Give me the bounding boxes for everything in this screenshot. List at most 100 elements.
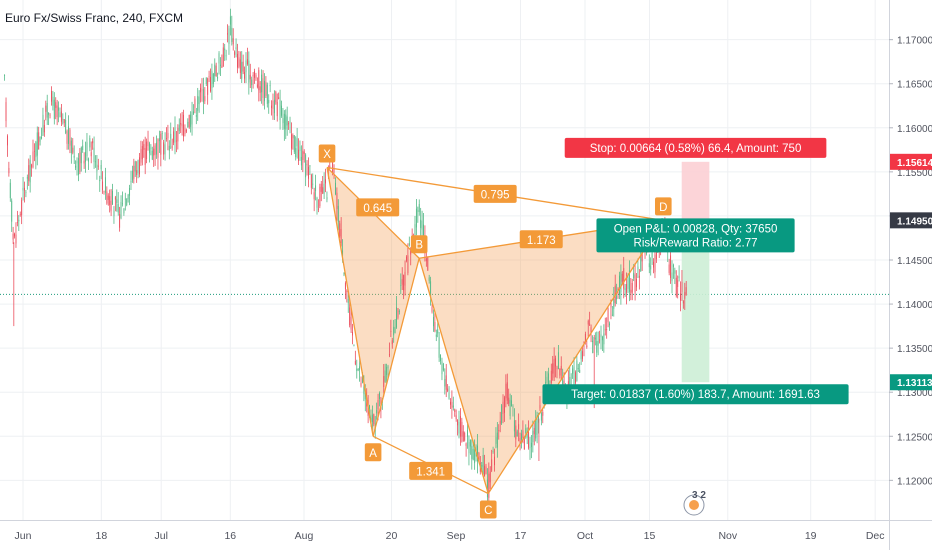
candle-body xyxy=(268,99,270,104)
candle-body xyxy=(529,447,531,449)
candle-body xyxy=(160,134,162,155)
candle-body xyxy=(461,421,463,437)
earnings-icon-label: 3 2 xyxy=(692,490,706,501)
candle-body xyxy=(640,256,642,272)
candle-body xyxy=(408,243,410,246)
candle-body xyxy=(469,439,471,447)
candle-body xyxy=(296,138,298,147)
price-tick-label: 1.12500 xyxy=(897,432,932,443)
candle-body xyxy=(638,275,640,278)
candle-body xyxy=(157,139,159,158)
candle-body xyxy=(173,131,175,143)
candle-body xyxy=(144,148,146,165)
candle-body xyxy=(573,366,575,389)
candle-body xyxy=(603,333,605,345)
candle-body xyxy=(221,65,223,68)
candle-body xyxy=(407,255,409,274)
candle-body xyxy=(648,263,650,268)
candle-body xyxy=(599,339,601,341)
candle-body xyxy=(300,156,302,166)
candle-body xyxy=(421,220,423,230)
candle-body xyxy=(232,38,234,45)
price-tick-label: 1.14000 xyxy=(897,300,932,311)
candle-body xyxy=(386,367,388,375)
candle-body xyxy=(678,276,680,279)
candle-body xyxy=(86,142,88,157)
candle-body xyxy=(401,279,403,285)
candle-body xyxy=(133,165,135,179)
candle-body xyxy=(33,150,35,152)
candle-body xyxy=(340,229,342,243)
target-label-bg xyxy=(542,384,849,405)
candle-body xyxy=(485,466,487,474)
candle-body xyxy=(272,100,274,109)
candle-body xyxy=(210,76,211,92)
candle-body xyxy=(359,366,361,370)
candle-body xyxy=(371,414,373,423)
candle-body xyxy=(506,382,508,401)
candle-body xyxy=(437,329,439,334)
candle-body xyxy=(511,400,512,407)
candle-body xyxy=(177,127,179,142)
time-tick-label: 20 xyxy=(386,530,398,542)
candle-body xyxy=(404,271,406,286)
candle-body xyxy=(299,146,301,152)
candle-body xyxy=(290,134,292,149)
candle-body xyxy=(533,427,535,435)
candle-body xyxy=(283,113,285,129)
candle-body xyxy=(310,174,312,188)
candle-body xyxy=(4,75,6,76)
candle-body xyxy=(161,133,163,134)
candle-body xyxy=(82,145,84,151)
candle-body xyxy=(320,183,322,192)
candle-body xyxy=(317,208,319,210)
candle-body xyxy=(594,337,596,340)
candle-body xyxy=(606,329,608,330)
candle-body xyxy=(518,424,520,430)
candle-body xyxy=(198,96,200,105)
candle-body xyxy=(329,165,331,169)
candle-body xyxy=(431,307,433,312)
candle-body xyxy=(16,222,18,223)
candle-body xyxy=(337,205,339,223)
candle-body xyxy=(498,430,500,431)
candle-body xyxy=(292,135,294,139)
candle-body xyxy=(191,111,193,125)
candle-body xyxy=(114,197,116,200)
candle-body xyxy=(343,273,345,275)
candle-body xyxy=(319,186,321,207)
pattern-ratio-label-bg xyxy=(519,230,563,249)
candle-body xyxy=(95,161,96,163)
candle-body xyxy=(589,323,591,325)
candle-body xyxy=(24,187,25,191)
candle-body xyxy=(200,87,202,93)
candle-body xyxy=(601,336,603,341)
candle-body xyxy=(136,170,138,175)
candle-body xyxy=(448,392,450,399)
candle-body xyxy=(244,71,246,79)
candle-body xyxy=(278,97,280,100)
candle-body xyxy=(654,254,656,273)
candle-body xyxy=(254,71,255,78)
candle-body xyxy=(166,138,167,140)
candle-body xyxy=(281,105,282,116)
candle-body xyxy=(521,433,522,440)
position-zone-layer xyxy=(681,161,710,383)
candle-body xyxy=(458,421,460,434)
candle-body xyxy=(548,373,549,393)
candle-body xyxy=(360,382,362,386)
candle-body xyxy=(577,368,579,369)
candle-body xyxy=(650,265,652,270)
candle-body xyxy=(655,252,657,260)
candle-body xyxy=(167,132,169,139)
candle-body xyxy=(141,146,143,160)
candle-body xyxy=(349,307,351,326)
pattern-ratio-label: 0.645 xyxy=(363,203,392,215)
candle-body xyxy=(190,114,192,127)
time-tick-label: Dec xyxy=(866,530,885,542)
candle-body xyxy=(611,314,613,316)
candle-body xyxy=(56,105,58,118)
candle-body xyxy=(457,420,459,426)
